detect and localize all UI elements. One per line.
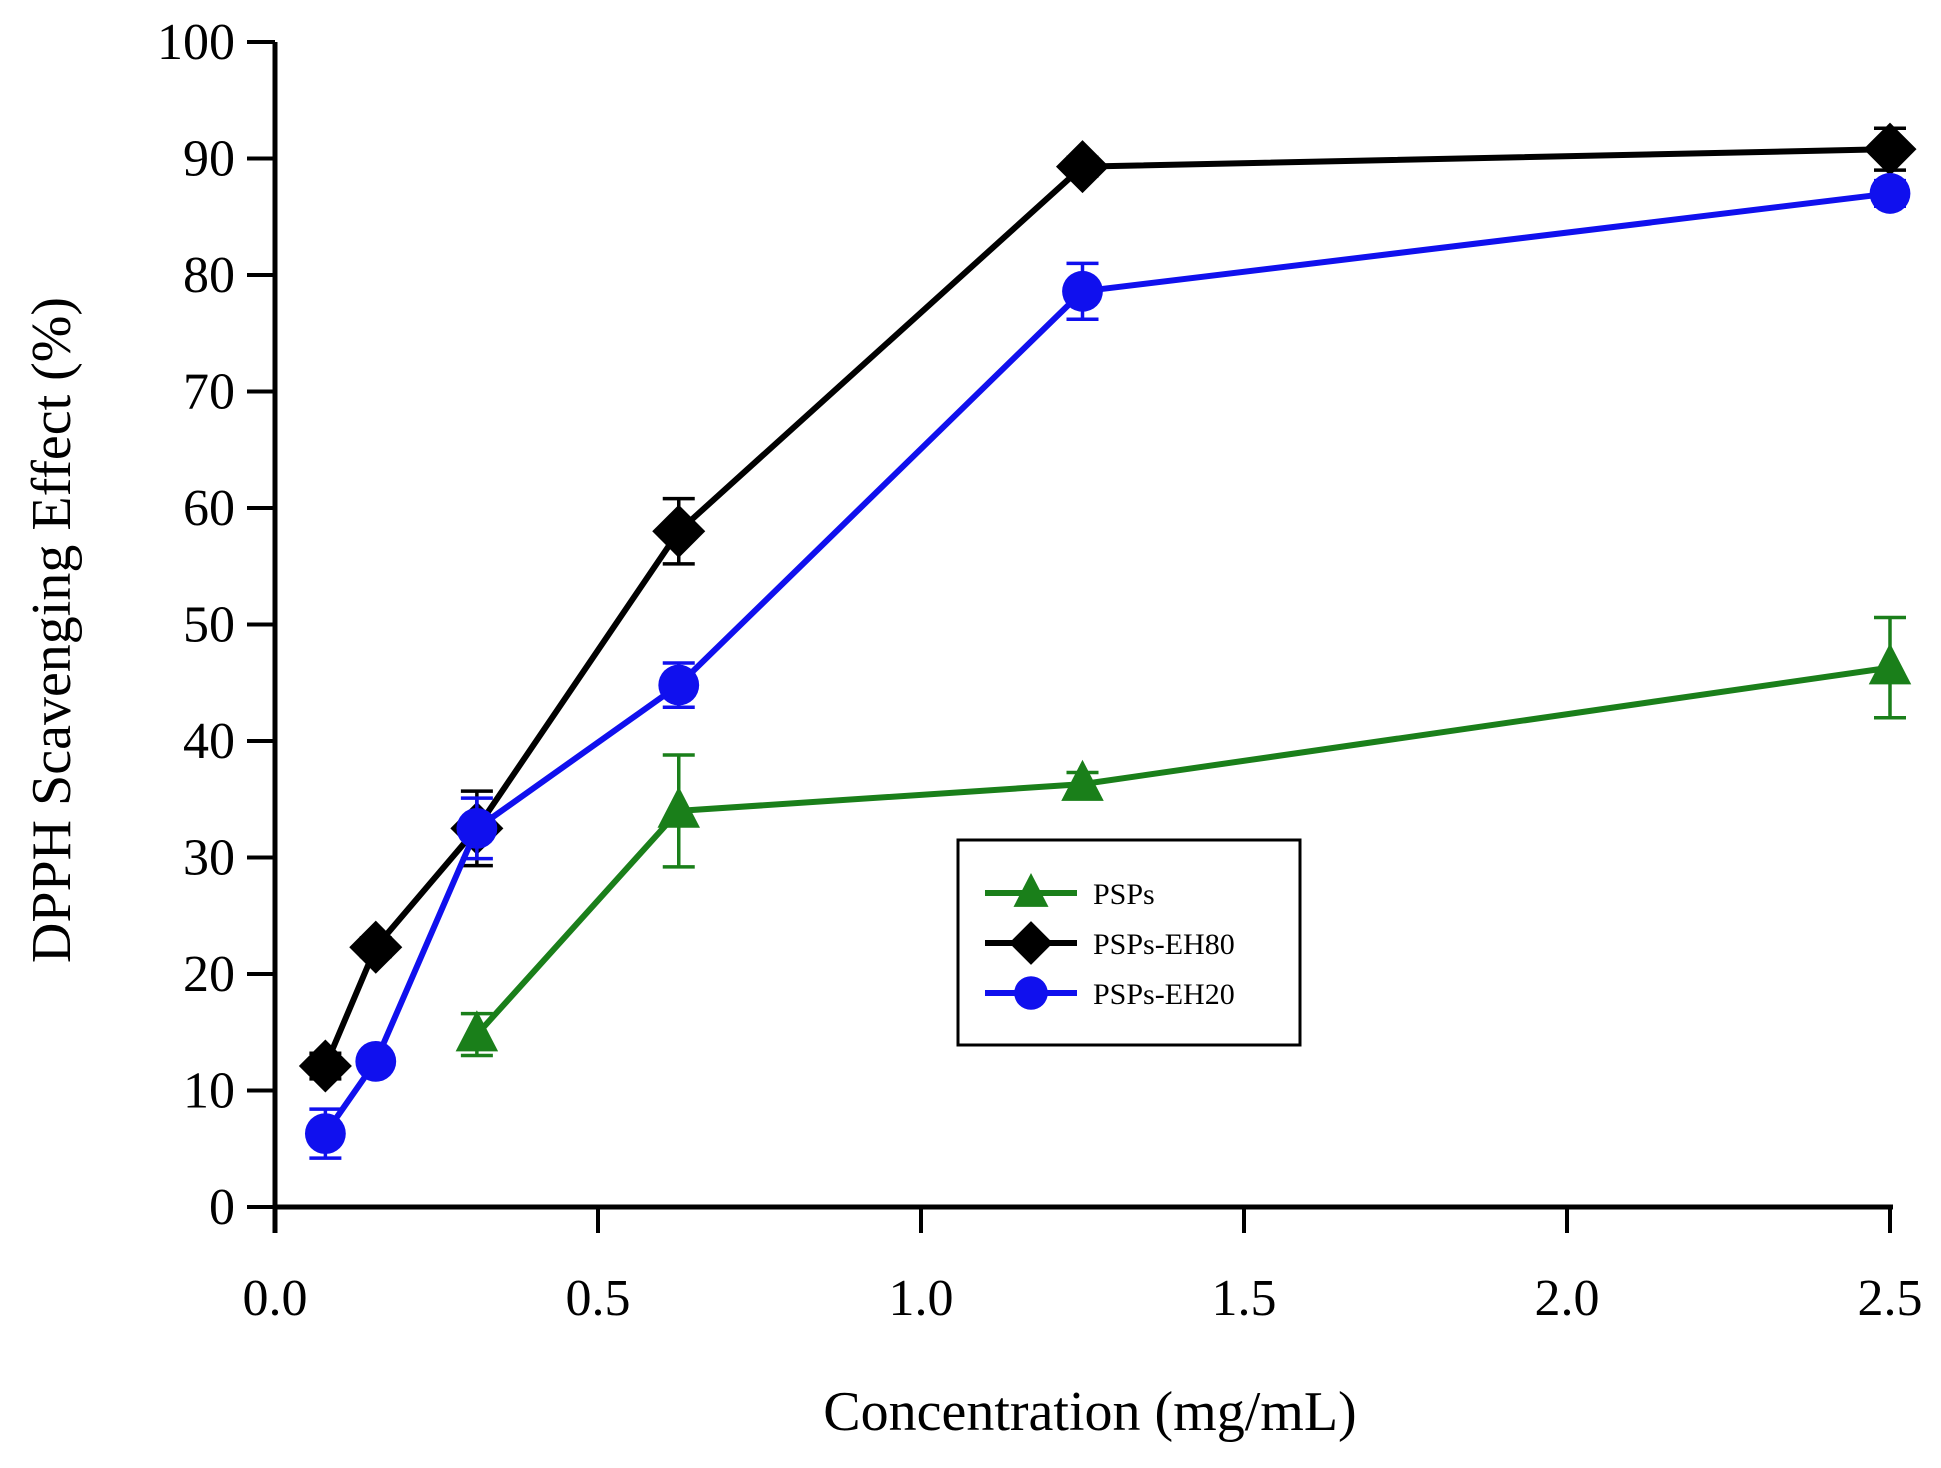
legend-item-psps-eh80: PSPs-EH80: [985, 921, 1235, 965]
series-line-psps: [474, 664, 1891, 1037]
y-axis-title: DPPH Scavenging Effect (%): [21, 297, 83, 963]
data-point: [657, 786, 700, 828]
legend-box: [956, 838, 1302, 1047]
data-point: [455, 1010, 499, 1052]
data-point: [1868, 643, 1912, 685]
series-line-psps-eh80: [322, 146, 1891, 1068]
data-point: [1062, 270, 1103, 312]
x-axis-title: Concentration (mg/mL): [823, 1381, 1356, 1443]
x-tick-label: 1.5: [1212, 1270, 1277, 1327]
data-point: [1869, 173, 1911, 214]
x-tick-label: 2.0: [1535, 1270, 1600, 1327]
legend-item-psps-eh20: PSPs-EH20: [985, 976, 1235, 1011]
data-point: [1061, 759, 1104, 801]
y-tick-label: 10: [183, 1063, 235, 1120]
series-group: [298, 122, 1917, 1160]
legend-label: PSPs-EH80: [1093, 928, 1235, 961]
legend-label: PSPs: [1093, 878, 1155, 911]
y-tick-label: 50: [183, 597, 235, 654]
y-tick-label: 20: [183, 946, 235, 1003]
y-tick-label: 90: [183, 131, 235, 188]
x-tick-label: 0.0: [243, 1270, 308, 1327]
y-tick-label: 60: [183, 480, 235, 537]
y-tick-label: 100: [157, 14, 235, 71]
legend-swatch-marker: [1014, 976, 1048, 1010]
y-tick-label: 40: [183, 713, 235, 770]
y-tick-label: 30: [183, 830, 235, 887]
data-point: [456, 807, 498, 849]
x-tick-label: 1.0: [889, 1270, 954, 1327]
legend-swatch-marker: [1013, 872, 1049, 907]
series-psps: [455, 615, 1912, 1058]
data-point: [1055, 140, 1110, 194]
legend-item-psps: PSPs: [985, 872, 1155, 911]
data-point: [298, 1039, 352, 1093]
x-tick-label: 2.5: [1858, 1270, 1923, 1327]
y-tick-label: 0: [209, 1179, 235, 1236]
legend-swatch-marker: [1009, 921, 1053, 965]
data-point: [355, 1040, 397, 1082]
series-psps-eh80: [298, 122, 1917, 1093]
legend: PSPs PSPs-EH80 PSPs-EH20: [956, 838, 1302, 1047]
legend-label: PSPs-EH20: [1093, 978, 1235, 1011]
y-tick-label: 70: [183, 364, 235, 421]
data-point: [1863, 122, 1917, 176]
x-tick-label: 0.5: [566, 1270, 631, 1327]
axes: 0 10 20 30 40 50 60 70 80 90 100 0.0 0.5 1.0 1.5 2.0 2.5: [157, 14, 1923, 1327]
data-point: [349, 920, 403, 974]
y-tick-label: 80: [183, 247, 235, 304]
series-psps-eh20: [304, 173, 1911, 1160]
data-point: [658, 664, 700, 706]
data-point: [304, 1113, 346, 1155]
data-point: [652, 504, 706, 558]
